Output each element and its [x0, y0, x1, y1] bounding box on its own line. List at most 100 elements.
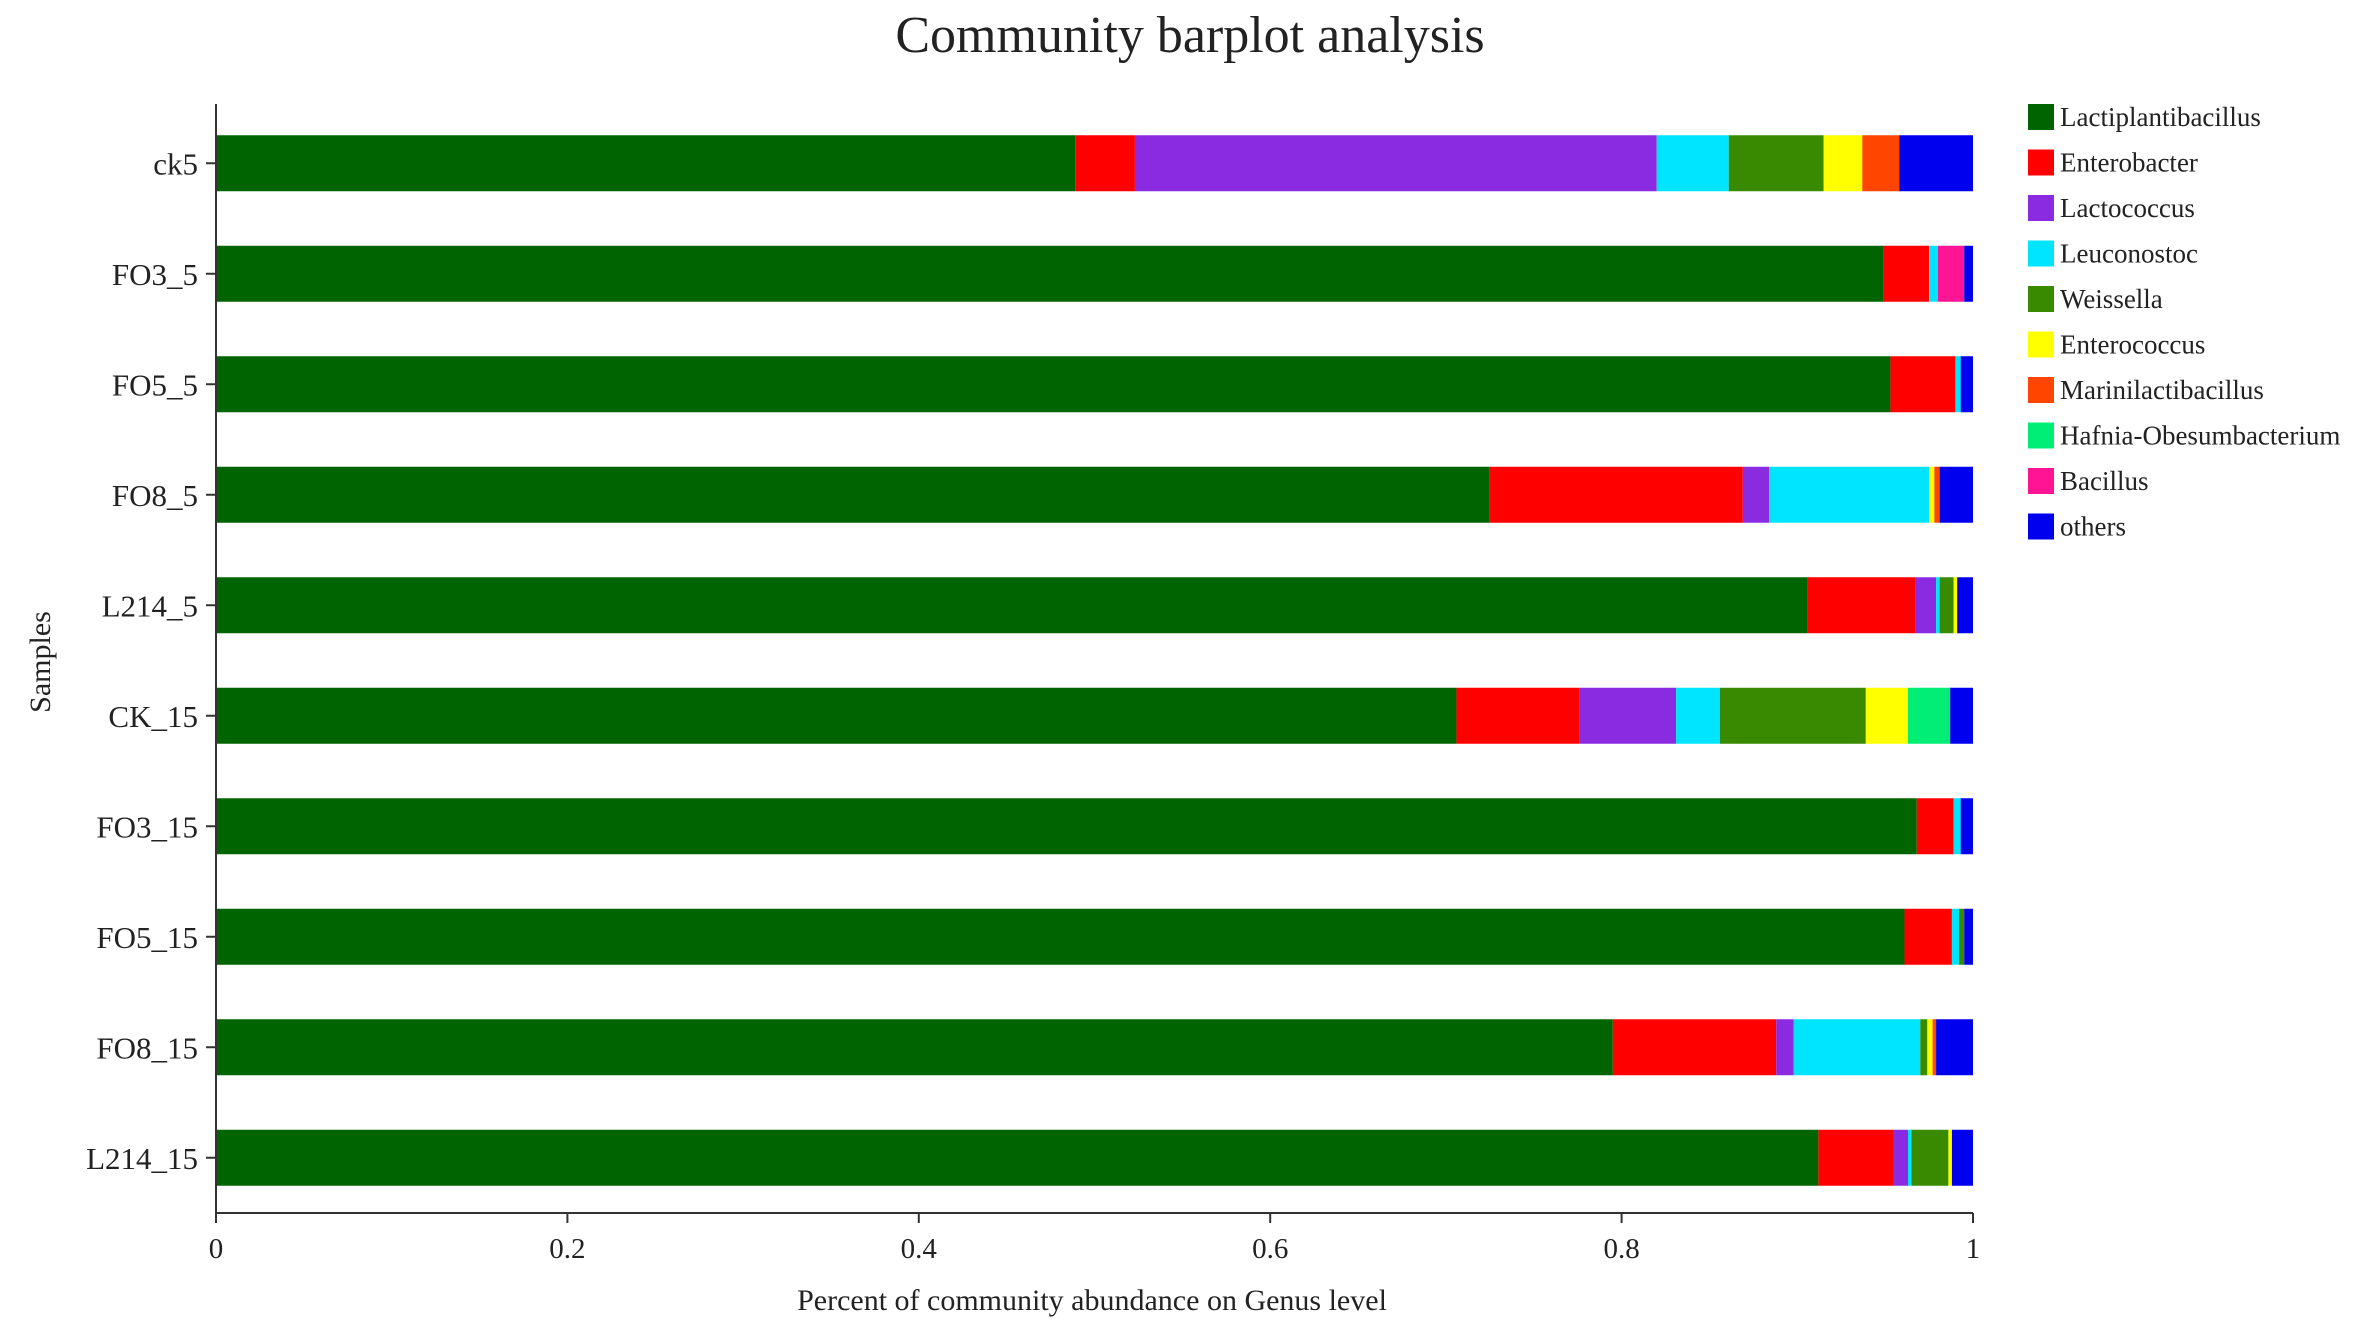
- legend-swatch: [2028, 286, 2054, 312]
- bar-group-FO5_5: [216, 356, 1973, 413]
- bar-segment-FO8_15-marinilactibacillus: [1932, 1019, 1937, 1076]
- bar-segment-ck5-leuconostoc: [1656, 135, 1729, 192]
- bar-segment-FO8_5-enterococcus: [1929, 466, 1935, 523]
- legend-item: Enterobacter: [2028, 148, 2198, 178]
- bar-segment-L214_15-enterococcus: [1948, 1129, 1952, 1186]
- bar-segment-FO8_15-enterobacter: [1612, 1019, 1777, 1076]
- legend-label: Weissella: [2060, 284, 2163, 314]
- legend-swatch: [2028, 422, 2054, 449]
- legend-label: Enterobacter: [2060, 148, 2198, 178]
- legend-label: Lactococcus: [2060, 193, 2195, 223]
- bar-segment-L214_5-others: [1957, 577, 1973, 634]
- y-tick-label: FO5_5: [112, 367, 198, 402]
- legend-item: Hafnia-Obesumbacterium: [2028, 421, 2340, 451]
- bar-segment-FO3_15-leuconostoc: [1953, 798, 1961, 855]
- bar-segment-FO3_15-enterobacter: [1916, 798, 1954, 855]
- legend-label: Leuconostoc: [2060, 239, 2198, 269]
- bar-segment-FO3_5-leuconostoc: [1929, 245, 1938, 302]
- legend-swatch: [2028, 149, 2054, 176]
- bar-segment-CK_15-hafnia-obesumbacterium: [1907, 687, 1951, 744]
- bar-segment-ck5-marinilactibacillus: [1862, 135, 1900, 192]
- x-tick-label: 0.8: [1603, 1233, 1639, 1265]
- bar-segment-L214_15-lactococcus: [1893, 1129, 1908, 1186]
- bar-segment-FO5_15-enterobacter: [1904, 908, 1952, 965]
- bar-segment-FO5_5-leuconostoc: [1955, 356, 1961, 413]
- axes-layer: ck5 FO3_5 FO5_5 FO8_5 L214_5 CK_15 FO3_15 FO5_1…: [86, 104, 1980, 1265]
- bar-segment-L214_5-enterococcus: [1953, 577, 1958, 634]
- y-tick-label: L214_15: [86, 1141, 198, 1176]
- legend-item: Leuconostoc: [2028, 239, 2198, 269]
- bar-segment-CK_15-weissella: [1719, 687, 1866, 744]
- x-tick-label: 0.6: [1252, 1233, 1288, 1265]
- bar-segment-FO5_5-others: [1960, 356, 1973, 413]
- bar-segment-ck5-lactococcus: [1134, 135, 1657, 192]
- legend-item: Lactiplantibacillus: [2028, 102, 2261, 132]
- bar-segment-FO3_5-others: [1964, 245, 1973, 302]
- legend: Lactiplantibacillus Enterobacter Lactococc…: [2028, 102, 2340, 542]
- bar-group-L214_5: [216, 577, 1973, 634]
- bar-segment-FO3_15-others: [1960, 798, 1973, 855]
- bar-segment-ck5-others: [1899, 135, 1973, 192]
- bar-segment-CK_15-enterococcus: [1865, 687, 1908, 744]
- bar-segment-L214_5-enterobacter: [1807, 577, 1916, 634]
- bar-segment-FO5_15-weissella: [1958, 908, 1965, 965]
- y-axis-label: Samples: [24, 611, 57, 713]
- bar-segment-CK_15-leuconostoc: [1676, 687, 1720, 744]
- bar-segment-ck5-weissella: [1728, 135, 1824, 192]
- bar-segment-FO5_5-enterobacter: [1890, 356, 1956, 413]
- bar-segment-FO8_15-lactococcus: [1776, 1019, 1794, 1076]
- bar-group-FO5_15: [216, 908, 1973, 965]
- bar-segment-FO5_5-lactiplantibacillus: [216, 356, 1891, 413]
- bar-segment-FO3_15-lactiplantibacillus: [216, 798, 1917, 855]
- x-tick-label: 0.2: [549, 1233, 585, 1265]
- y-tick-label: L214_5: [102, 588, 198, 623]
- legend-label: Lactiplantibacillus: [2060, 102, 2261, 132]
- x-tick-label: 0: [209, 1233, 224, 1265]
- bar-segment-FO8_5-lactiplantibacillus: [216, 466, 1490, 523]
- legend-label: Marinilactibacillus: [2060, 375, 2264, 405]
- legend-item: Lactococcus: [2028, 193, 2195, 223]
- bar-segment-FO8_15-enterococcus: [1927, 1019, 1933, 1076]
- bar-segment-FO5_15-lactiplantibacillus: [216, 908, 1905, 965]
- y-tick-label: FO5_15: [96, 920, 198, 955]
- bar-group-FO8_5: [216, 466, 1973, 523]
- bar-segment-FO8_15-lactiplantibacillus: [216, 1019, 1613, 1076]
- legend-swatch: [2028, 468, 2054, 494]
- bar-segment-L214_15-others: [1951, 1129, 1973, 1186]
- bar-segment-FO3_5-lactiplantibacillus: [216, 245, 1884, 302]
- bar-segment-FO3_5-enterobacter: [1883, 245, 1930, 302]
- bar-segment-L214_5-leuconostoc: [1936, 577, 1940, 634]
- bar-segment-FO8_15-others: [1936, 1019, 1973, 1076]
- bar-segment-FO8_5-marinilactibacillus: [1934, 466, 1940, 523]
- bar-segment-L214_5-lactococcus: [1915, 577, 1937, 634]
- legend-swatch: [2028, 240, 2054, 267]
- bar-segment-FO8_5-enterobacter: [1489, 466, 1743, 523]
- bar-segment-L214_15-lactiplantibacillus: [216, 1129, 1819, 1186]
- bar-segment-CK_15-lactiplantibacillus: [216, 687, 1457, 744]
- bar-group-ck5: [216, 135, 1973, 192]
- legend-swatch: [2028, 331, 2054, 358]
- legend-item: Marinilactibacillus: [2028, 375, 2264, 405]
- bar-segment-FO5_15-others: [1964, 908, 1973, 965]
- legend-swatch: [2028, 104, 2054, 130]
- legend-swatch: [2028, 513, 2054, 540]
- legend-label: Hafnia-Obesumbacterium: [2060, 421, 2340, 451]
- legend-swatch: [2028, 195, 2054, 221]
- y-tick-label: FO8_15: [96, 1030, 198, 1065]
- bar-segment-ck5-lactiplantibacillus: [216, 135, 1076, 192]
- bar-segment-FO8_5-others: [1939, 466, 1973, 523]
- legend-swatch: [2028, 377, 2054, 403]
- y-tick-label: CK_15: [108, 699, 198, 734]
- bar-segment-CK_15-enterobacter: [1456, 687, 1580, 744]
- bar-segment-L214_5-lactiplantibacillus: [216, 577, 1808, 634]
- legend-label: Bacillus: [2060, 466, 2149, 496]
- chart-title: Community barplot analysis: [895, 7, 1484, 64]
- legend-label: others: [2060, 512, 2126, 542]
- bar-segment-FO8_15-leuconostoc: [1793, 1019, 1921, 1076]
- y-tick-label: FO3_15: [96, 809, 198, 844]
- bar-segment-CK_15-others: [1950, 687, 1973, 744]
- y-tick-label: FO3_5: [112, 257, 198, 292]
- bar-segment-FO3_5-bacillus: [1937, 245, 1965, 302]
- legend-item: others: [2028, 512, 2126, 542]
